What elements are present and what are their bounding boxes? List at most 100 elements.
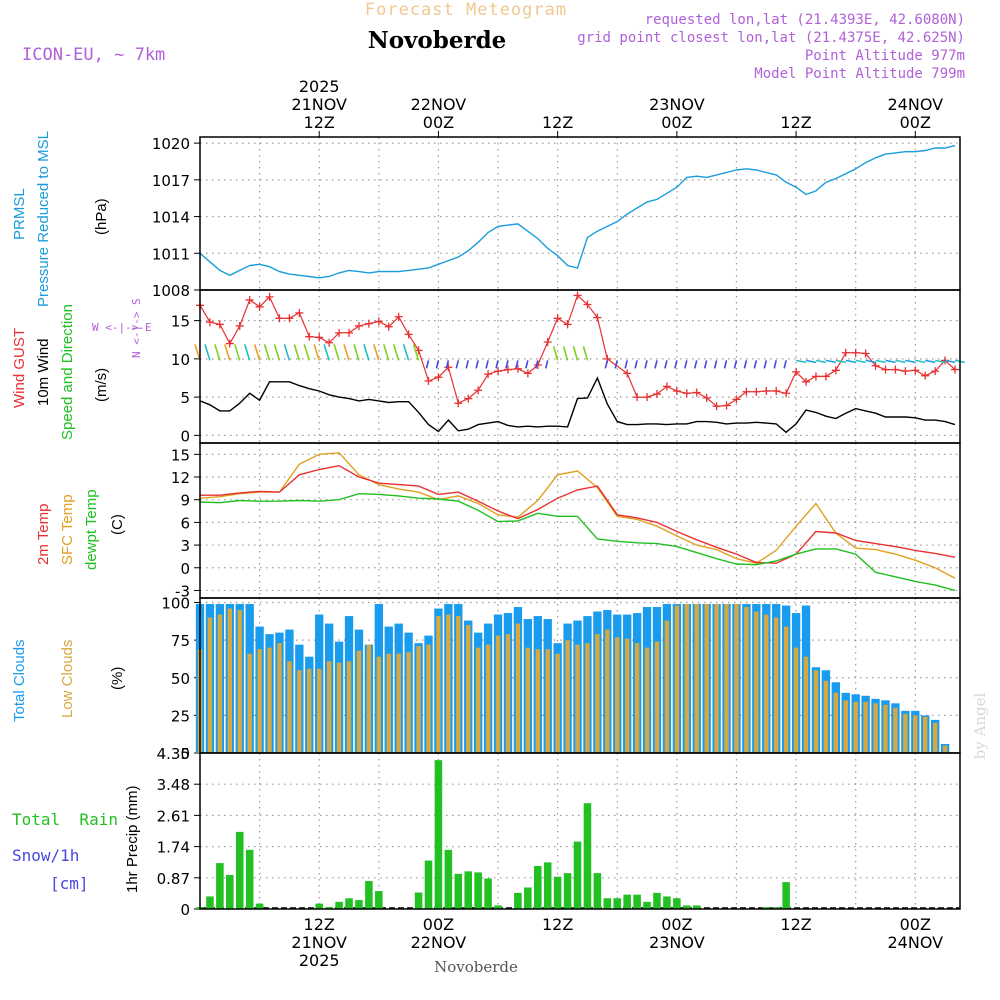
low-cloud-bar: [386, 653, 391, 753]
low-cloud-bar: [714, 604, 719, 753]
wind-direction-arrow: [425, 360, 430, 369]
low-cloud-bar: [515, 623, 521, 753]
wind-direction-arrow: [204, 344, 211, 361]
rain-bar: [514, 892, 522, 909]
rain-bar: [216, 863, 224, 909]
cloud-panel-labels: Total Clouds Low Clouds (%): [11, 639, 126, 722]
wind-direction-arrow: [684, 360, 688, 369]
rain-bar: [454, 873, 463, 909]
temp-ytick-label: 0: [180, 560, 190, 578]
wind-direction-arrow: [333, 344, 340, 361]
gust-point: [851, 348, 860, 357]
gust-point: [921, 371, 930, 380]
wind-10m-line: [199, 376, 956, 434]
precip-ytick-label: 0: [180, 901, 190, 919]
low-cloud-bar: [774, 617, 779, 753]
wind-direction-arrow: [343, 344, 350, 361]
bottom-time-label: 00Z: [900, 915, 931, 934]
precip-ytick-label: 1.74: [157, 839, 190, 857]
precip-unit: 1hr Precip (mm): [124, 785, 141, 893]
pressure-ytick-label: 1011: [152, 245, 190, 263]
rain-bar: [692, 905, 701, 909]
gust-point: [911, 366, 920, 375]
rain-bar: [414, 892, 423, 909]
rain-bar: [255, 903, 264, 909]
snow-label: Snow/1h: [12, 846, 79, 865]
low-cloud-bar: [883, 704, 888, 753]
low-cloud-bar: [426, 644, 431, 753]
gust-point: [772, 386, 781, 395]
rain-bar: [245, 849, 254, 909]
gust-point: [364, 319, 373, 328]
temp-ytick-label: 9: [180, 492, 190, 510]
bottom-time-label: 00Z: [661, 915, 692, 934]
rain-bar: [534, 865, 542, 909]
gust-point: [802, 377, 811, 386]
low-cloud-bar: [565, 640, 570, 753]
low-cloud-bar: [297, 670, 302, 753]
gust-point: [792, 367, 801, 376]
temp-2m-line: [200, 464, 956, 564]
low-cloud-bar: [217, 614, 223, 753]
gust-point: [503, 365, 512, 374]
wind-direction-arrow: [815, 359, 827, 364]
wind-frame: [199, 289, 961, 444]
low-cloud-bar: [853, 701, 858, 753]
temp-ytick-label: 12: [171, 469, 190, 487]
gust-point: [722, 401, 731, 410]
wind-ytick-label: 0: [180, 427, 190, 445]
gust-point: [494, 367, 503, 376]
bottom-time-label: 12Z: [304, 915, 335, 934]
point-altitude: Point Altitude 977m: [805, 48, 965, 64]
wind-direction-arrow: [293, 344, 301, 361]
rain-bar: [583, 803, 592, 909]
rain-bar: [653, 892, 661, 909]
rain-bar: [206, 896, 214, 909]
low-cloud-bar: [456, 616, 461, 753]
low-cloud-bar: [287, 661, 292, 753]
wind-direction-arrow: [885, 359, 896, 364]
wind-direction-arrow: [273, 344, 281, 361]
gust-point: [931, 367, 940, 376]
top-time-label: 23NOV: [649, 95, 705, 114]
low-cloud-bar: [317, 668, 322, 753]
wind-direction-arrow: [825, 359, 837, 364]
rain-bar: [613, 898, 622, 909]
low-cloud-bar: [495, 635, 501, 753]
rain-bar: [315, 903, 323, 909]
low-cloud-bar: [356, 650, 362, 753]
low-cloud-bar: [674, 605, 680, 753]
low-cloud-bar: [326, 661, 332, 753]
rain-bar: [335, 901, 343, 909]
low-cloud-bar: [247, 653, 252, 753]
gust-point: [374, 317, 383, 326]
gust-point: [583, 300, 592, 309]
wind-direction-arrow: [323, 344, 330, 361]
wind-direction-arrow: [525, 360, 529, 369]
wind-direction-arrow: [505, 360, 509, 369]
precip-ytick-label: 2.61: [157, 807, 190, 825]
bottom-time-label: 00Z: [423, 915, 454, 934]
pressure-unit: (hPa): [93, 198, 110, 235]
low-cloud-bar: [932, 722, 938, 753]
gust-point: [245, 295, 254, 304]
low-cloud-bar: [873, 703, 878, 753]
low-cloud-bar: [376, 656, 382, 753]
gust-point: [623, 369, 632, 378]
wind-direction-arrow: [392, 344, 400, 361]
gust-point: [345, 328, 354, 337]
gust-point: [752, 387, 761, 396]
top-time-label: 22NOV: [411, 95, 467, 114]
low-cloud-bar: [734, 604, 739, 753]
wind-direction-arrow: [445, 360, 450, 369]
gust-point: [523, 369, 532, 378]
low-cloud-bar: [446, 614, 451, 753]
low-cloud-bar: [267, 647, 272, 753]
model-altitude: Model Point Altitude 799m: [754, 66, 965, 82]
wind-direction-arrow: [485, 360, 489, 369]
low-cloud-bar: [704, 604, 709, 753]
wind-ytick-label: 5: [180, 389, 190, 407]
wind-direction-arrow: [283, 344, 291, 361]
gust-point: [573, 291, 582, 300]
